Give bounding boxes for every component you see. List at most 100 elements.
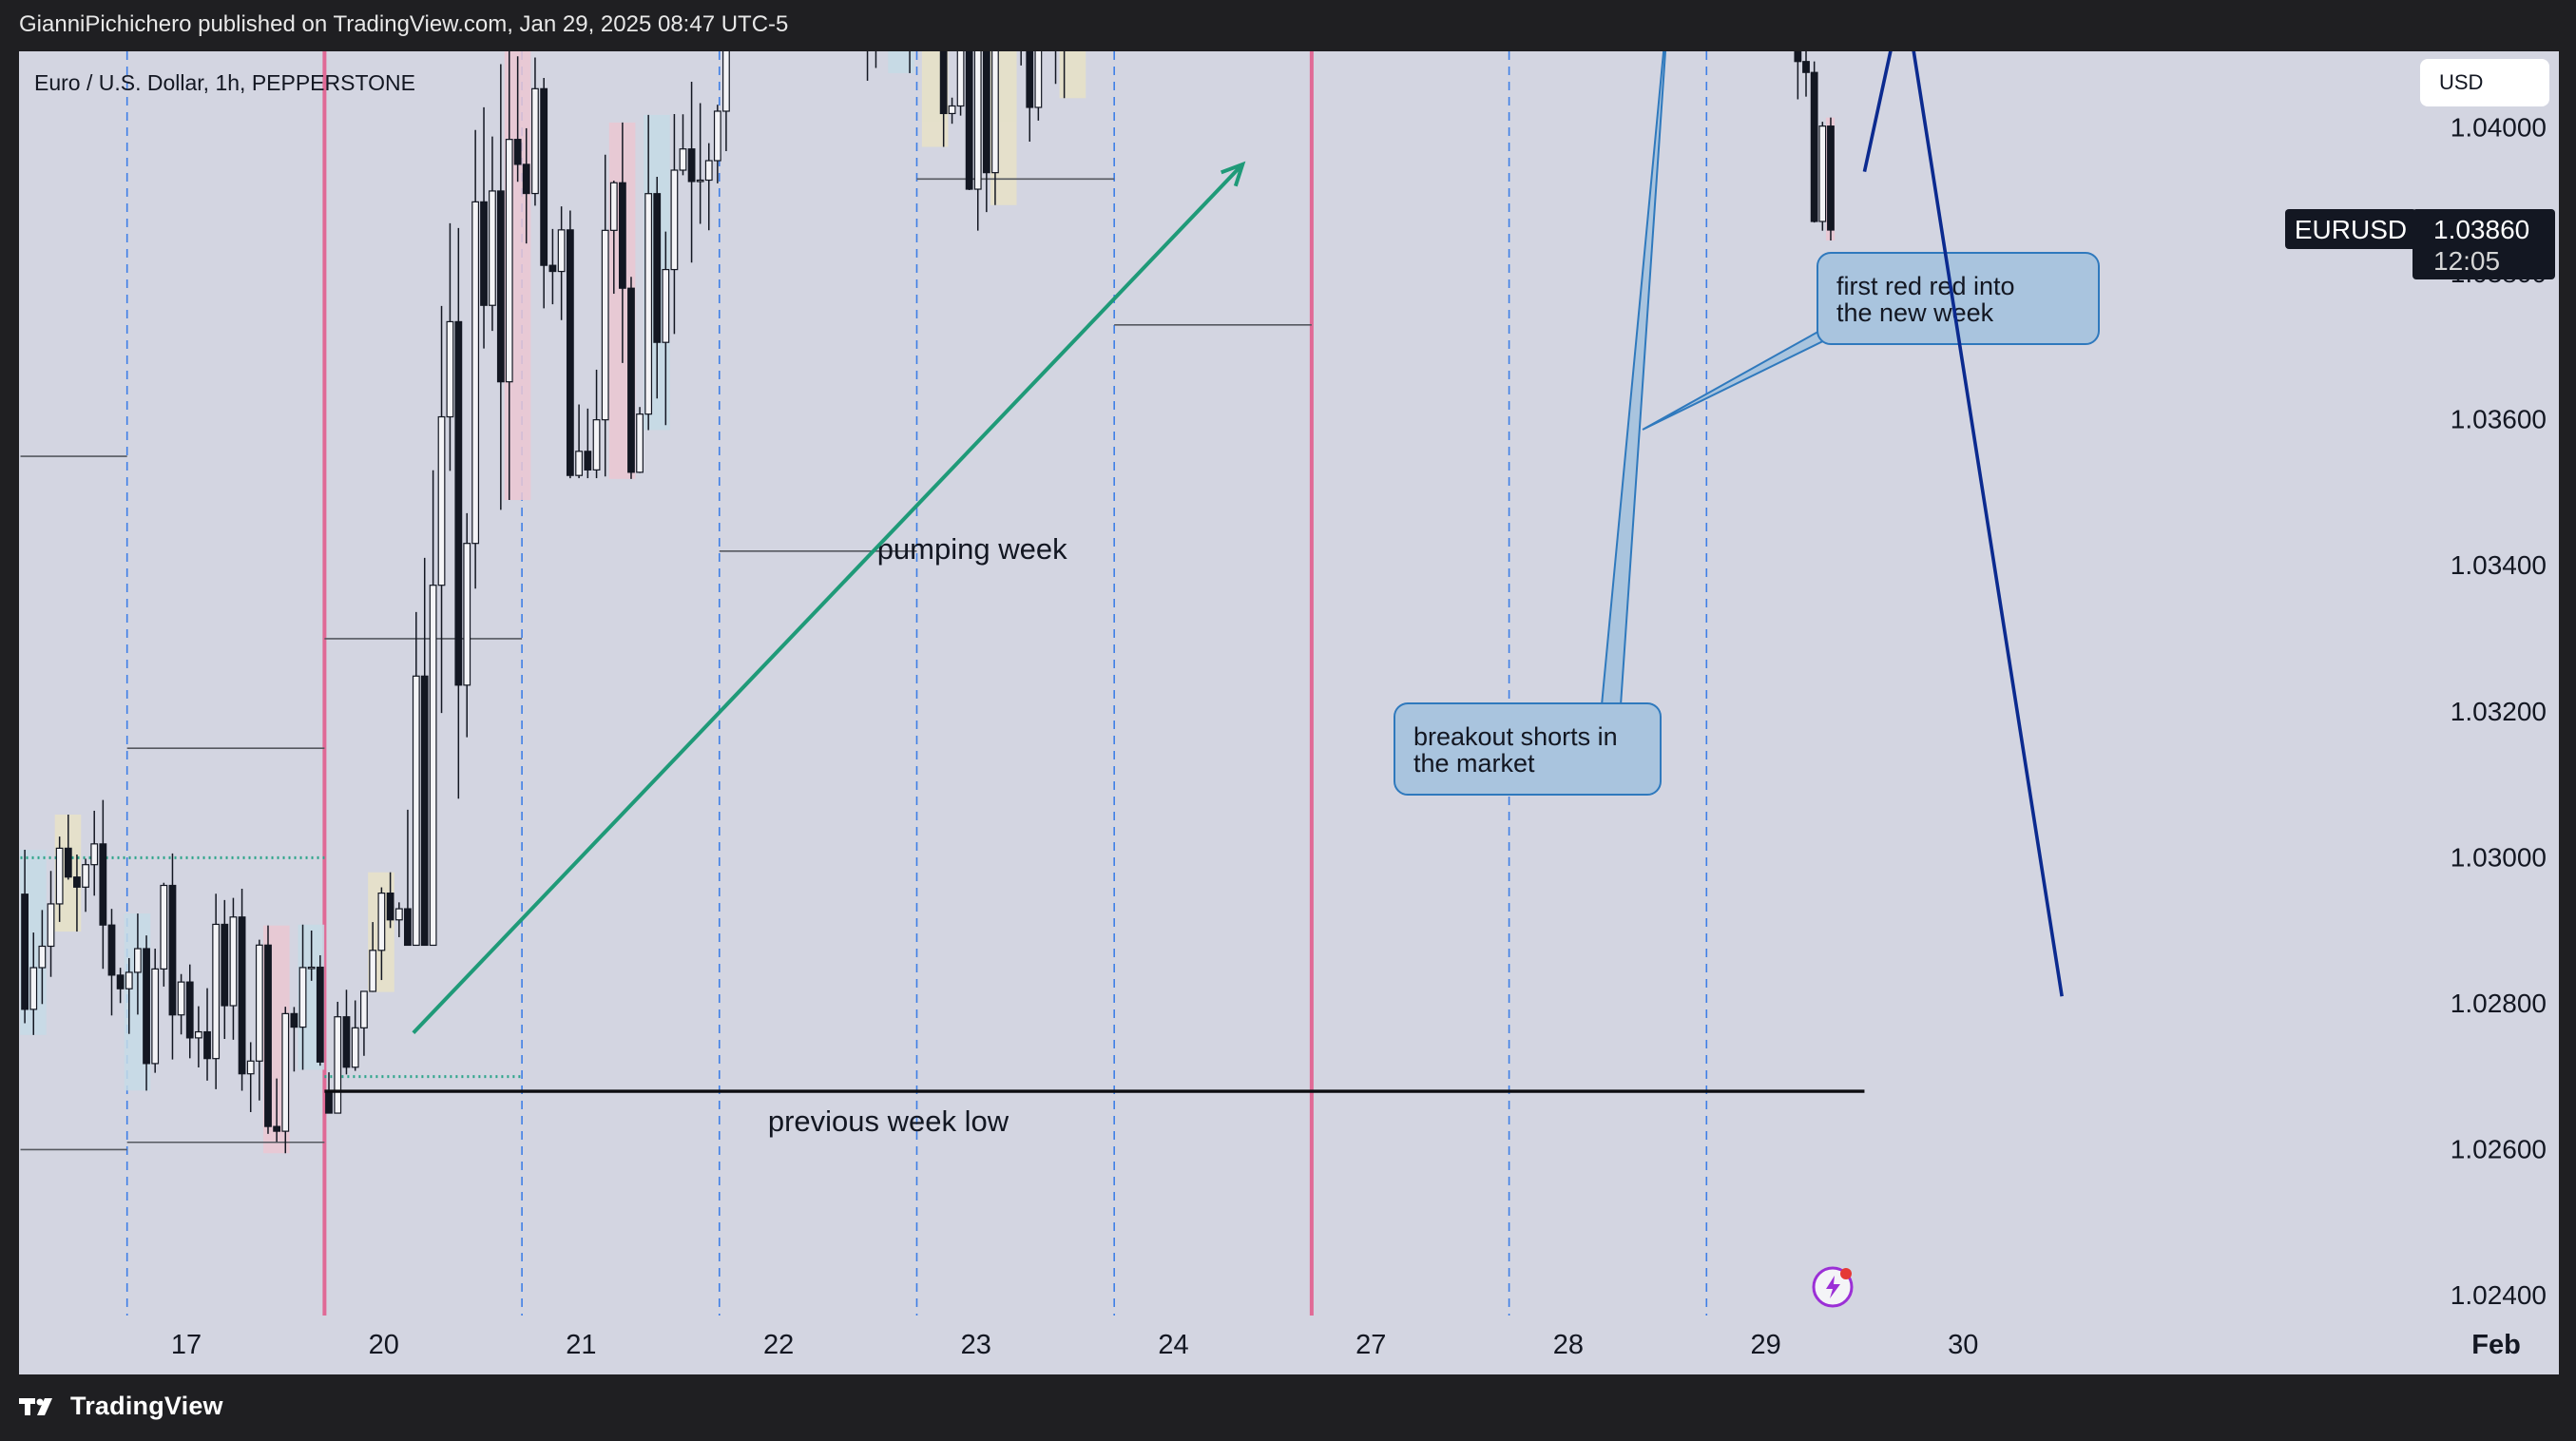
- tradingview-logo-icon: [19, 1397, 52, 1415]
- candle-body: [704, 160, 713, 182]
- candle-body: [143, 948, 150, 1065]
- candle-body: [446, 320, 454, 418]
- candle-body: [722, 51, 730, 112]
- price-tick-label: 1.02400: [2451, 1280, 2547, 1310]
- candle-body: [185, 981, 194, 1039]
- callout-first-red-text: first red red into: [1836, 272, 2015, 300]
- time-axis-label: 28: [1553, 1330, 1584, 1360]
- candle-body: [21, 893, 29, 1010]
- candle-body: [1026, 51, 1034, 108]
- candle-body: [412, 675, 420, 947]
- candle-body: [496, 190, 505, 383]
- candle-body: [531, 87, 539, 195]
- candle-body: [1810, 71, 1818, 222]
- candle-body: [670, 169, 679, 271]
- candle-body: [90, 843, 99, 866]
- candle-body: [1034, 51, 1043, 108]
- candle-body: [151, 968, 160, 1065]
- candle-body: [1802, 61, 1810, 73]
- candle-body: [64, 847, 72, 878]
- candle-body: [1818, 125, 1827, 222]
- candle-body: [238, 916, 246, 1075]
- label-pumping-week: pumping week: [877, 532, 1067, 566]
- candle-body: [177, 981, 185, 1016]
- session-band: [888, 51, 914, 73]
- candle-body: [203, 1030, 211, 1060]
- chart-frame[interactable]: previous week highcurrent week highprevi…: [19, 51, 2559, 1374]
- time-axis-label: 17: [171, 1330, 202, 1360]
- candle-body: [653, 193, 662, 343]
- candlestick-chart[interactable]: previous week highcurrent week highprevi…: [19, 51, 2559, 1374]
- candle-body: [437, 415, 446, 586]
- candle-body: [687, 148, 696, 183]
- symbol-badge-text: EURUSD: [2295, 215, 2407, 244]
- time-axis-label: 30: [1948, 1330, 1978, 1360]
- candle-body: [255, 944, 263, 1062]
- candle-body: [221, 923, 229, 1007]
- candle-body: [316, 966, 324, 1063]
- candle-body: [29, 967, 38, 1010]
- candle-body: [463, 543, 471, 686]
- candle-body: [644, 193, 653, 415]
- candle-body: [394, 908, 403, 921]
- price-tick-label: 1.02600: [2451, 1134, 2547, 1163]
- candle-body: [480, 201, 488, 306]
- callout-first-red-text: the new week: [1836, 298, 1994, 327]
- candle-body: [377, 892, 386, 951]
- candle-body: [99, 843, 107, 926]
- candle-body: [55, 847, 64, 905]
- candle-body: [342, 1016, 351, 1068]
- candle-body: [194, 1030, 202, 1039]
- chart-title: Euro / U.S. Dollar, 1h, PEPPERSTONE: [34, 70, 415, 95]
- candles: [21, 51, 1835, 1154]
- candle-body: [627, 287, 635, 473]
- candle-body: [548, 264, 557, 273]
- candle-body: [404, 908, 412, 947]
- time-axis-label: 27: [1355, 1330, 1386, 1360]
- time-axis-label: 22: [763, 1330, 794, 1360]
- candle-body: [307, 966, 316, 970]
- lightning-icon: [1826, 1276, 1840, 1298]
- projection-path: [1862, 51, 2064, 997]
- candle-body: [369, 950, 377, 992]
- candle-body: [134, 948, 142, 973]
- countdown-text: 12:05: [2433, 246, 2500, 276]
- currency-selector[interactable]: USD: [2420, 59, 2549, 106]
- candle-body: [281, 1012, 290, 1132]
- candle-body: [420, 675, 429, 947]
- published-info: GianniPichichero published on TradingVie…: [19, 11, 789, 37]
- candle-body: [696, 179, 704, 183]
- time-axis-label: 29: [1750, 1330, 1780, 1360]
- last-price-badge: [2413, 209, 2555, 280]
- candle-body: [73, 876, 81, 888]
- candle-body: [1794, 51, 1802, 63]
- candle-body: [471, 201, 480, 545]
- symbol-badge: [2285, 209, 2416, 250]
- candle-body: [489, 190, 496, 306]
- callout-pointer: [1600, 51, 1667, 706]
- candle-body: [592, 419, 601, 471]
- tradingview-logo[interactable]: TradingView: [19, 1392, 223, 1421]
- time-axis-label: 21: [566, 1330, 596, 1360]
- candle-body: [982, 51, 990, 174]
- price-tick-label: 1.02800: [2451, 989, 2547, 1018]
- candle-body: [948, 105, 956, 115]
- candle-body: [584, 451, 592, 471]
- candle-body: [298, 967, 307, 1028]
- trend-arrow-head: [1221, 161, 1246, 187]
- price-tick-label: 1.03000: [2451, 842, 2547, 872]
- candle-body: [991, 51, 999, 174]
- price-tick-label: 1.04000: [2451, 113, 2547, 143]
- price-tick-label: 1.03600: [2451, 405, 2547, 434]
- candle-body: [107, 924, 116, 976]
- candle-body: [513, 139, 522, 165]
- candle-body: [386, 892, 394, 921]
- label-previous-week-low: previous week low: [768, 1105, 1009, 1138]
- price-tick-label: 1.03200: [2451, 697, 2547, 726]
- candle-body: [505, 139, 513, 383]
- candle-body: [47, 903, 55, 948]
- candle-body: [956, 51, 965, 107]
- candle-body: [351, 1027, 359, 1068]
- session-band: [1059, 51, 1086, 99]
- callout-pointer: [1642, 317, 1841, 431]
